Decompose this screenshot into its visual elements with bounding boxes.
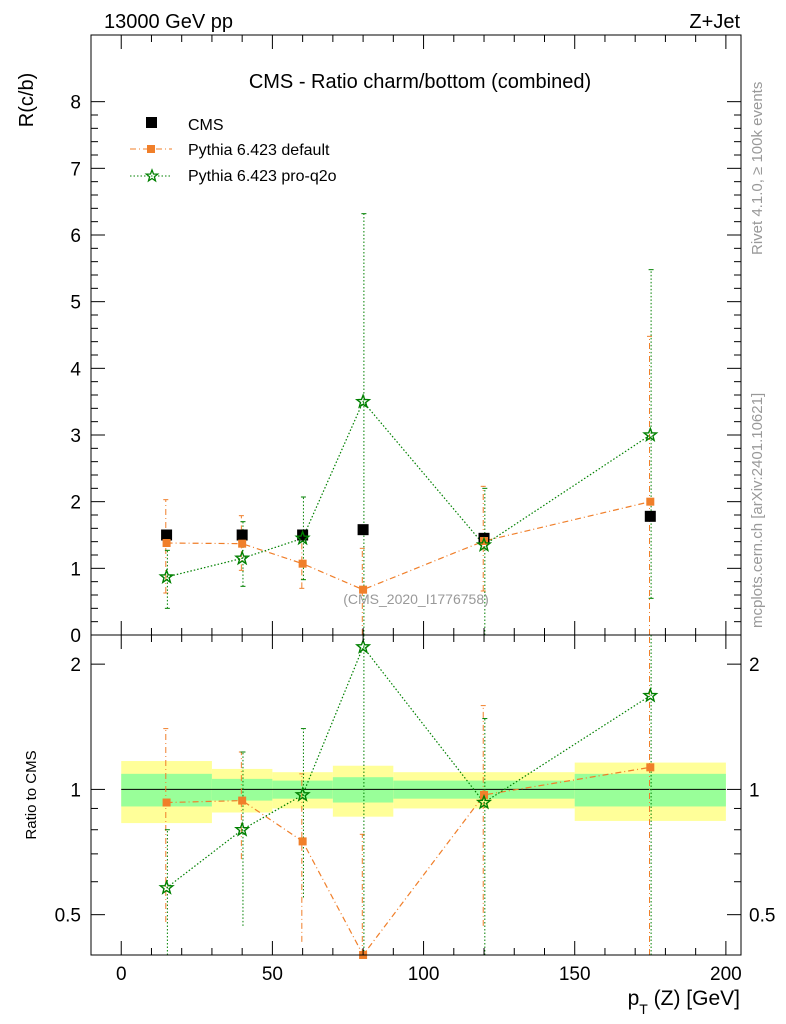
data-point-pythia-6-423-pro-q2o [294, 529, 311, 546]
y-tick-label: 4 [70, 359, 81, 380]
legend-marker-proq2o [144, 168, 160, 183]
x-tick-label: 100 [408, 964, 440, 985]
legend-marker-cms [146, 117, 157, 128]
ratio-y-tick-label: 2 [70, 655, 81, 676]
chart-title: CMS - Ratio charm/bottom (combined) [249, 71, 591, 93]
header-right: Z+Jet [689, 11, 740, 33]
y-tick-label: 3 [70, 426, 81, 447]
x-axis-label: pT (Z) [GeV] [628, 987, 740, 1017]
data-point-pythia-6-423-default [359, 585, 368, 594]
ratio-point-pythia-6-423-pro-q2o [642, 687, 659, 703]
ratio-point-pythia-6-423-pro-q2o [294, 786, 311, 802]
data-point-cms [644, 510, 656, 522]
ratio-panel: 0.5 0.5 1 1 2 2 0 50 100 150 200 [55, 634, 775, 985]
ratio-y-axis: 0.5 0.5 1 1 2 2 [55, 655, 775, 956]
ratio-point-pythia-6-423-pro-q2o [475, 793, 493, 810]
ratio-y-axis-label: Ratio to CMS [23, 750, 40, 839]
ratio-line-pythia-6-423-default [166, 766, 651, 957]
data-point-pythia-6-423-pro-q2o [354, 393, 372, 409]
ratio-y-tick-label-right: 2 [749, 655, 760, 676]
legend-label-proq2o: Pythia 6.423 pro-q2o [188, 168, 337, 185]
y-tick-label: 7 [70, 159, 81, 180]
ratio-y-tick-label-right: 1 [749, 780, 760, 801]
data-point-cms [357, 524, 369, 536]
ratio-point-pythia-6-423-default [646, 763, 655, 772]
ratio-point-pythia-6-423-default [162, 798, 171, 807]
ratio-point-pythia-6-423-default [238, 796, 247, 805]
ratio-y-tick-label-right: 0.5 [749, 906, 775, 927]
analysis-id: (CMS_2020_I1776758) [343, 591, 489, 607]
ratio-point-pythia-6-423-pro-q2o [234, 821, 251, 837]
data-point-cms [161, 529, 173, 541]
main-x-ticks [90, 35, 727, 635]
data-point-pythia-6-423-pro-q2o [234, 549, 251, 566]
y-tick-label: 8 [70, 93, 81, 114]
legend-label-cms: CMS [188, 117, 224, 134]
x-tick-label: 0 [116, 964, 127, 985]
data-point-pythia-6-423-default [162, 539, 171, 547]
legend-marker-default [147, 145, 155, 153]
y-tick-label: 2 [70, 493, 81, 514]
y-tick-label: 1 [70, 559, 81, 580]
data-point-pythia-6-423-default [238, 539, 247, 548]
data-point-pythia-6-423-default [298, 559, 307, 568]
data-point-cms [236, 529, 248, 541]
ratio-line-pythia-6-423-pro-q2o [166, 645, 651, 889]
ratio-frame [90, 634, 742, 956]
legend-label-default: Pythia 6.423 default [188, 142, 330, 159]
data-point-pythia-6-423-default [480, 537, 489, 545]
y-tick-label: 6 [70, 226, 81, 247]
ratio-band-inner [574, 773, 726, 807]
series-line-pythia-6-423-default [166, 501, 651, 591]
data-point-pythia-6-423-default [646, 497, 655, 506]
x-tick-label: 200 [710, 964, 742, 985]
data-point-cms [297, 529, 309, 541]
ratio-data-bands [121, 761, 726, 824]
data-point-pythia-6-423-pro-q2o [475, 536, 493, 552]
mcplots-label: mcplots.cern.ch [arXiv:2401.10621] [749, 393, 766, 628]
rivet-label: Rivet 4.1.0, ≥ 100k events [749, 82, 766, 255]
y-tick-label: 0 [70, 626, 81, 647]
ratio-point-pythia-6-423-pro-q2o [355, 638, 372, 654]
ratio-point-pythia-6-423-pro-q2o [158, 879, 175, 895]
main-plot-area [158, 213, 659, 636]
x-tick-label: 50 [262, 964, 283, 985]
main-panel: 0 1 2 3 4 5 6 7 8 [70, 34, 742, 647]
header-left: 13000 GeV pp [104, 11, 233, 33]
ratio-y-tick-label: 0.5 [55, 906, 81, 927]
main-y-axis: 0 1 2 3 4 5 6 7 8 [70, 93, 741, 647]
y-axis-label: R(c/b) [16, 73, 38, 127]
y-tick-label: 5 [70, 293, 81, 314]
ratio-point-pythia-6-423-default [298, 837, 307, 846]
legend: CMS Pythia 6.423 default Pythia 6.423 pr… [130, 117, 337, 185]
x-axis: 0 50 100 150 200 [90, 635, 742, 985]
data-point-pythia-6-423-pro-q2o [158, 568, 175, 584]
x-tick-label: 150 [559, 964, 591, 985]
series-line-pythia-6-423-pro-q2o [166, 400, 651, 578]
ratio-y-tick-label: 1 [70, 780, 81, 801]
data-point-pythia-6-423-pro-q2o [642, 426, 659, 442]
